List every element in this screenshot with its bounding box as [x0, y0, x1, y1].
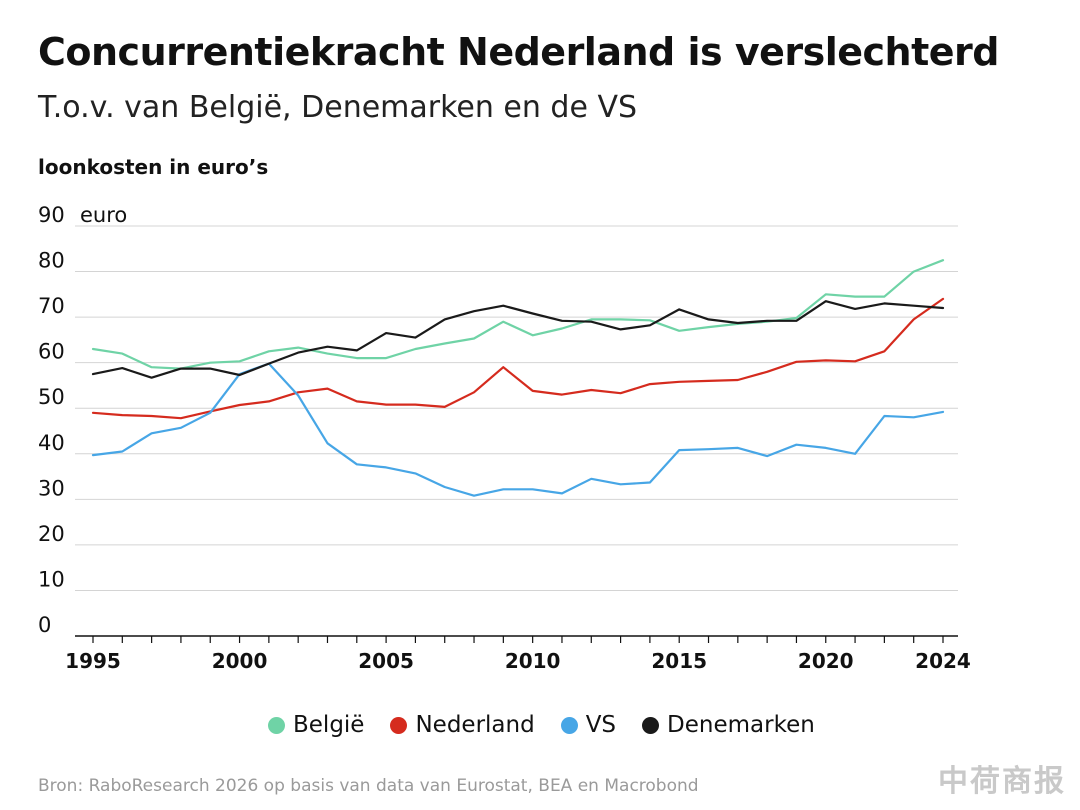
legend-label-vs: VS	[585, 712, 617, 738]
y-axis-unit: euro	[80, 203, 127, 227]
x-tick-label-2000: 2000	[212, 649, 268, 673]
x-tick-label-1995: 1995	[65, 649, 121, 673]
series-line-vs	[91, 362, 945, 497]
legend-item-vs: VS	[560, 712, 617, 738]
y-axis-unit-label: loonkosten in euro’s	[38, 155, 269, 179]
y-tick-label-30: 30	[38, 476, 65, 500]
legend-item-denemarken: Denemarken	[642, 712, 815, 738]
y-tick-label-70: 70	[38, 294, 65, 318]
series-line-belgie	[91, 259, 945, 370]
chart-title: Concurrentiekracht Nederland is verslech…	[38, 30, 1000, 74]
y-tick-label-50: 50	[38, 385, 65, 409]
legend-dot-belgie	[268, 716, 285, 734]
y-tick-label-60: 60	[38, 340, 65, 364]
y-tick-label-80: 80	[38, 249, 65, 273]
x-tick-label-2005: 2005	[358, 649, 414, 673]
y-tick-label-90: 90	[38, 203, 65, 227]
legend-label-nederland: Nederland	[415, 712, 535, 738]
legend-dot-denemarken	[642, 716, 660, 734]
y-tick-label-20: 20	[38, 522, 65, 546]
legend-label-denemarken: Denemarken	[667, 712, 815, 738]
chart-subtitle: T.o.v. van België, Denemarken en de VS	[38, 90, 638, 125]
legend-dot-nederland	[390, 716, 408, 734]
source-note: Bron: RaboResearch 2026 op basis van dat…	[38, 776, 699, 796]
watermark-logo: 中荷商报	[938, 764, 1066, 799]
legend-dot-vs	[560, 716, 578, 734]
legend-item-nederland: Nederland	[390, 712, 535, 738]
x-tick-label-2015: 2015	[651, 649, 707, 673]
series-line-denemarken	[91, 300, 945, 379]
y-tick-label-40: 40	[38, 431, 65, 455]
y-tick-label-0: 0	[38, 613, 51, 637]
series-line-nederland	[91, 297, 945, 420]
legend-item-belgie: België	[268, 712, 364, 738]
x-tick-label-2020: 2020	[798, 649, 854, 673]
x-tick-label-2024: 2024	[915, 649, 971, 673]
legend-label-belgie: België	[293, 712, 365, 738]
x-tick-label-2010: 2010	[505, 649, 561, 673]
legend: België Nederland VS Denemarken	[268, 712, 815, 738]
y-tick-label-10: 10	[38, 567, 65, 591]
line-chart: 0 10 20 30 40 50 60 70 80 90 euro 1995 2000 2005 2010 2…	[38, 203, 971, 673]
